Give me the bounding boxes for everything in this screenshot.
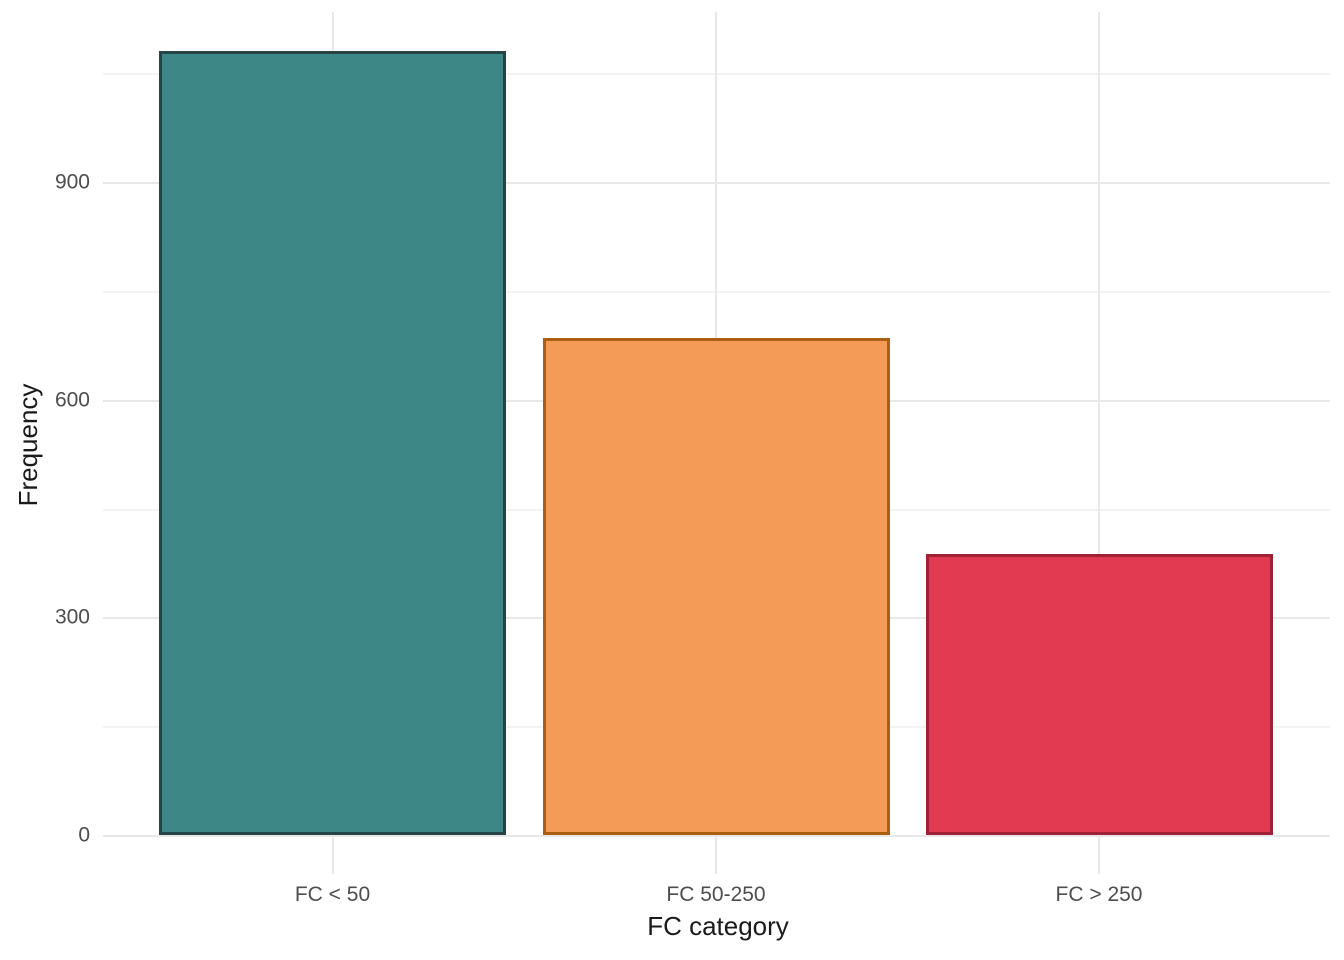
- bar-fc-gt-250: [925, 554, 1273, 835]
- x-tick-label: FC 50-250: [666, 883, 766, 906]
- plot-panel: [103, 12, 1330, 874]
- y-axis-title: Frequency: [13, 383, 43, 507]
- y-tick-label: 0: [78, 823, 90, 847]
- bar-fc-lt-50: [159, 51, 506, 835]
- x-axis-title: FC category: [647, 911, 789, 941]
- x-tick-label: FC < 50: [294, 883, 371, 906]
- x-tick-label: FC > 250: [1055, 883, 1143, 906]
- y-tick-label: 300: [54, 605, 90, 629]
- y-tick-label: 600: [54, 388, 90, 412]
- y-tick-label: 900: [54, 170, 90, 194]
- x-major-gridline: [1098, 12, 1100, 874]
- bar-fc-50-250: [542, 337, 890, 835]
